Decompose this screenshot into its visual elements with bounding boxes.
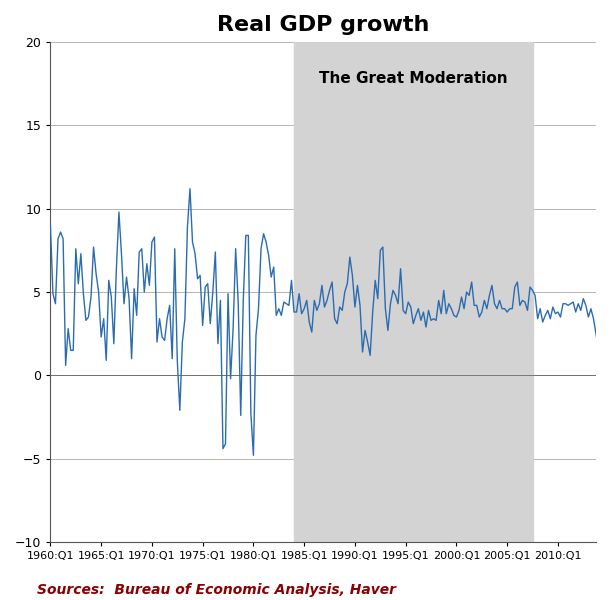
Text: The Great Moderation: The Great Moderation bbox=[319, 71, 508, 86]
Text: Sources:  Bureau of Economic Analysis, Haver: Sources: Bureau of Economic Analysis, Ha… bbox=[37, 583, 396, 597]
Title: Real GDP growth: Real GDP growth bbox=[217, 15, 430, 35]
Bar bbox=[294, 42, 533, 542]
